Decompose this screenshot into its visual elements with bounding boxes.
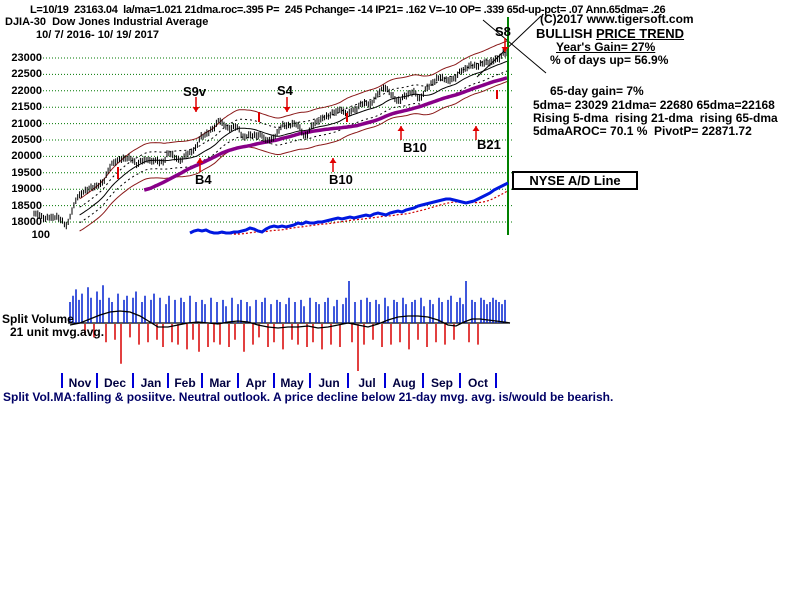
trend-title-word2: PRICE TREND — [595, 26, 685, 41]
month-label: May — [280, 376, 304, 390]
month-label: Dec — [103, 376, 127, 390]
ad-line-legend-label: NYSE A/D Line — [529, 173, 621, 188]
month-label: Mar — [209, 376, 231, 390]
aroc-pivot: 5dmaAROC= 70.1 % PivotP= 22871.72 — [533, 124, 752, 138]
month-label: Nov — [68, 376, 92, 390]
split-volume-label: Split Volume — [2, 312, 74, 326]
stats-line: L=10/19 23163.04 la/ma=1.021 21dma.roc=.… — [30, 4, 666, 16]
dma-rising: Rising 5-dma rising 21-dma rising 65-dma — [533, 111, 778, 125]
y-axis-label-extra: 100 — [31, 229, 50, 241]
price-bars — [33, 49, 508, 230]
y-axis-label: 19500 — [11, 167, 42, 179]
signal-label: B10 — [329, 172, 353, 187]
month-label: Aug — [392, 376, 416, 390]
month-label: Jan — [140, 376, 162, 390]
gain-65d: 65-day gain= 7% — [550, 84, 644, 98]
years-gain: Year's Gain= 27% — [556, 40, 656, 54]
month-label: Sep — [430, 376, 454, 390]
signal-arrows — [192, 38, 509, 172]
signal-label: B10 — [403, 140, 427, 155]
dma65-line — [143, 76, 508, 192]
signal-label: S4 — [277, 83, 293, 98]
y-axis-label: 22000 — [11, 85, 42, 97]
split-volume-panel — [68, 281, 511, 371]
trend-title: BULLISH PRICE TREND — [536, 26, 685, 42]
signal-label: S9v — [183, 84, 207, 99]
volume-ma-label: 21 unit mvg.avg. — [10, 325, 105, 339]
nyse-ad-line — [189, 181, 509, 235]
symbol-title: DJIA-30 Dow Jones Industrial Average — [5, 16, 209, 28]
signal-label: B21 — [477, 137, 501, 152]
ad-line-legend-box: NYSE A/D Line — [512, 171, 638, 190]
y-axis-label: 20500 — [11, 134, 42, 146]
trading-bands — [79, 40, 508, 232]
y-axis-label: 20000 — [11, 150, 42, 162]
y-axis-label: 23000 — [11, 52, 42, 64]
days-up: % of days up= 56.9% — [550, 53, 669, 67]
y-axis-label: 18500 — [11, 200, 42, 212]
y-axis-label: 21000 — [11, 118, 42, 130]
y-axis-label: 18000 — [11, 216, 42, 228]
dma-values: 5dma= 23029 21dma= 22680 65dma=22168 — [533, 98, 775, 112]
y-axis-label: 21500 — [11, 101, 42, 113]
month-label: Jul — [358, 376, 376, 390]
y-axis-label: 19000 — [11, 183, 42, 195]
month-label: Jun — [318, 376, 340, 390]
month-label: Apr — [245, 376, 267, 390]
y-axis-label: 22500 — [11, 68, 42, 80]
trend-title-word1: BULLISH — [536, 26, 596, 41]
outlook-comment: Split Vol.MA:falling & posiitve. Neutral… — [3, 390, 614, 404]
date-range: 10/ 7/ 2016- 10/ 19/ 2017 — [36, 29, 159, 41]
copyright: (C)2017 www.tigersoft.com — [540, 12, 694, 26]
signal-label: B4 — [195, 172, 212, 187]
red-bar-ticks — [117, 90, 498, 179]
signal-label: S8 — [495, 24, 511, 39]
month-label: Oct — [467, 376, 489, 390]
month-label: Feb — [174, 376, 196, 390]
month-ticks — [61, 373, 497, 388]
